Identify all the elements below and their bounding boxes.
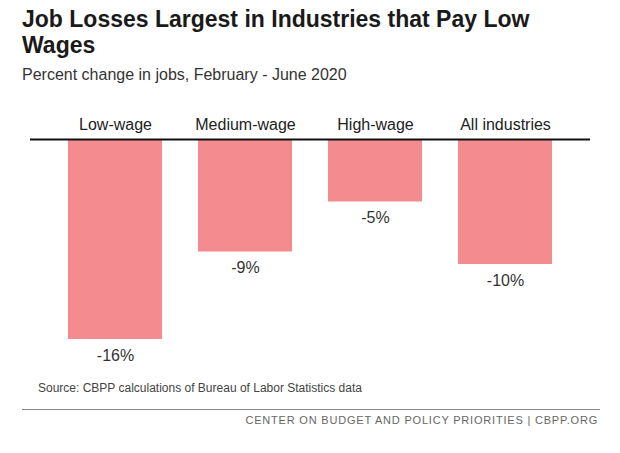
html-text:Job Losses Largest in Industri: Job Losses Largest in Industries that Pa… <box>22 6 530 58</box>
svg-text:Medium-wage: Medium-wage <box>195 116 296 133</box>
svg-text:High-wage: High-wage <box>337 116 414 133</box>
html-text:Source: CBPP calculations of B: Source: CBPP calculations of Bureau of L… <box>38 381 362 395</box>
svg-text:-16%: -16% <box>97 347 134 364</box>
svg-text:Low-wage: Low-wage <box>79 116 152 133</box>
svg-text:-5%: -5% <box>361 209 389 226</box>
svg-text:-9%: -9% <box>231 259 259 276</box>
svg-text:-10%: -10% <box>487 272 524 289</box>
html-text:CENTER ON BUDGET AND POLICY PR: CENTER ON BUDGET AND POLICY PRIORITIES |… <box>245 414 598 426</box>
svg-text:All industries: All industries <box>460 116 551 133</box>
html-text:Percent change in jobs, Februa: Percent change in jobs, February - June … <box>22 66 347 83</box>
